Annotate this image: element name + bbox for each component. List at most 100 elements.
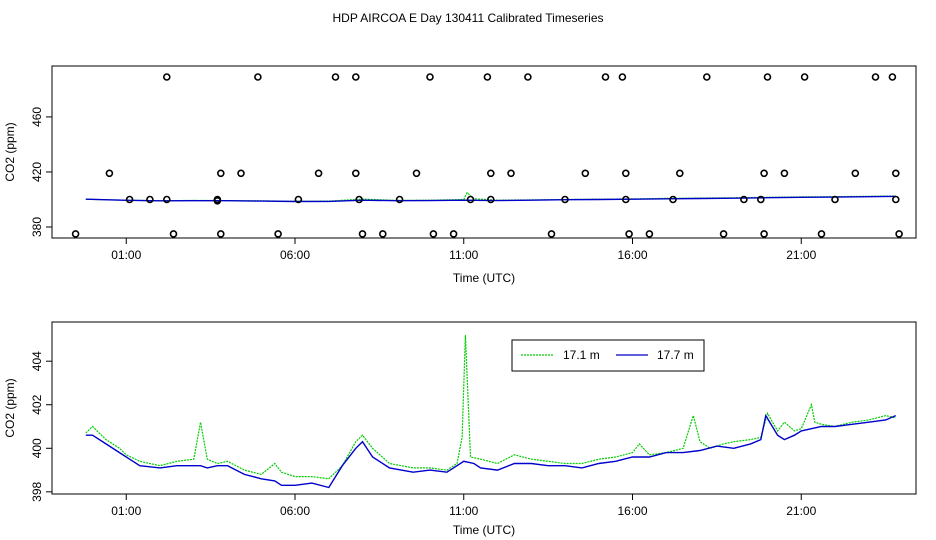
bottom-y-tick-label: 400 <box>30 438 44 458</box>
bottom-plot-frame <box>51 321 917 495</box>
data-point-marker <box>358 230 367 238</box>
data-point-marker <box>163 195 171 204</box>
data-point-marker <box>355 195 363 204</box>
data-point-marker <box>449 230 458 238</box>
data-point-marker <box>213 195 222 204</box>
top-x-axis-label: Time (UTC) <box>453 271 515 285</box>
bottom-series-line-green <box>85 335 896 480</box>
top-x-tick-label: 11:00 <box>449 248 478 262</box>
data-point-marker <box>217 230 225 238</box>
data-point-marker <box>466 195 475 204</box>
bottom-y-tick-label: 404 <box>30 351 44 371</box>
data-point-marker <box>621 169 630 178</box>
top-series-line-blue <box>85 195 896 203</box>
bottom-x-tick-label: 01:00 <box>111 504 141 518</box>
bottom-y-tick-label: 402 <box>30 394 44 414</box>
data-point-marker <box>351 169 360 178</box>
data-point-marker <box>621 195 630 204</box>
data-point-marker <box>891 169 900 178</box>
top-plot-frame <box>51 65 917 239</box>
data-point-marker <box>547 230 556 238</box>
bottom-x-tick-label: 21:00 <box>786 504 816 518</box>
data-point-marker <box>163 73 171 81</box>
bottom-x-tick-label: 06:00 <box>280 504 310 518</box>
data-point-marker <box>169 230 178 238</box>
data-point-marker <box>831 195 839 204</box>
bottom-y-tick-label: 398 <box>30 481 44 501</box>
top-x-tick-label: 06:00 <box>280 248 310 262</box>
top-y-tick-label: 420 <box>30 162 44 182</box>
top-y-axis-label: CO2 (ppm) <box>3 122 17 181</box>
top-x-tick-label: 01:00 <box>111 248 141 262</box>
data-point-marker <box>314 169 323 178</box>
data-point-marker <box>645 230 654 238</box>
data-point-marker <box>378 230 387 238</box>
data-point-marker <box>760 230 768 238</box>
data-point-marker <box>625 230 633 238</box>
top-y-axis: 380 420 460 <box>30 107 52 237</box>
bottom-x-tick-label: 11:00 <box>449 504 478 518</box>
data-point-marker <box>851 169 860 178</box>
data-point-marker <box>760 169 768 178</box>
bottom-series-group <box>85 335 897 489</box>
top-x-tick-label: 21:00 <box>786 248 816 262</box>
data-point-marker <box>561 195 569 204</box>
top-x-tick-label: 16:00 <box>617 248 647 262</box>
chart-title: HDP AIRCOA E Day 130411 Calibrated Times… <box>332 11 603 25</box>
bottom-y-axis-label: CO2 (ppm) <box>3 378 17 437</box>
data-point-marker <box>581 169 590 178</box>
data-point-marker <box>871 73 880 81</box>
data-point-marker <box>331 73 340 81</box>
data-point-marker <box>274 230 282 238</box>
bottom-x-axis: 01:00 06:00 11:00 16:00 21:00 <box>111 494 817 518</box>
bottom-y-axis: 398 400 402 404 <box>30 351 52 502</box>
top-panel: 01:00 06:00 11:00 16:00 21:00 380 420 460 Time… <box>3 65 917 285</box>
data-point-marker <box>891 195 900 204</box>
data-point-marker <box>763 73 772 81</box>
data-point-marker <box>618 73 627 81</box>
legend-label-17-7m: 17.7 m <box>657 348 694 362</box>
data-point-marker <box>524 73 532 81</box>
data-point-marker <box>429 230 438 238</box>
data-point-marker <box>780 169 789 178</box>
top-y-tick-label: 380 <box>30 217 44 237</box>
data-point-marker <box>254 73 262 81</box>
data-point-marker <box>669 195 677 204</box>
legend-label-17-1m: 17.1 m <box>563 348 600 362</box>
bottom-x-tick-label: 16:00 <box>617 504 647 518</box>
data-point-marker <box>817 230 826 238</box>
top-points-group <box>71 73 903 238</box>
data-point-marker <box>237 169 245 178</box>
bottom-panel: 01:00 06:00 11:00 16:00 21:00 398 400 402 404 T… <box>3 321 917 537</box>
data-point-marker <box>756 195 765 204</box>
data-point-marker <box>412 169 421 178</box>
data-point-marker <box>351 73 360 81</box>
data-point-marker <box>71 230 80 238</box>
top-x-axis: 01:00 06:00 11:00 16:00 21:00 <box>111 238 817 262</box>
bottom-series-line-blue <box>85 413 897 489</box>
data-point-marker <box>105 169 114 178</box>
data-point-marker <box>719 230 728 238</box>
data-point-marker <box>675 169 684 178</box>
data-point-marker <box>217 169 225 178</box>
data-point-marker <box>895 230 903 238</box>
data-point-marker <box>486 169 495 178</box>
data-point-marker <box>483 73 492 81</box>
data-point-marker <box>507 169 515 178</box>
data-point-marker <box>395 195 404 204</box>
data-point-marker <box>486 195 495 204</box>
data-point-marker <box>146 195 154 204</box>
bottom-x-axis-label: Time (UTC) <box>453 523 515 537</box>
data-point-marker <box>294 195 303 204</box>
legend: 17.1 m 17.7 m <box>511 339 705 372</box>
top-y-tick-label: 460 <box>30 107 44 127</box>
data-point-marker <box>740 195 748 204</box>
data-point-marker <box>888 73 897 81</box>
data-point-marker <box>125 195 134 204</box>
data-point-marker <box>426 73 434 81</box>
data-point-marker <box>800 73 809 81</box>
data-point-marker <box>601 73 610 81</box>
data-point-marker <box>702 73 711 81</box>
